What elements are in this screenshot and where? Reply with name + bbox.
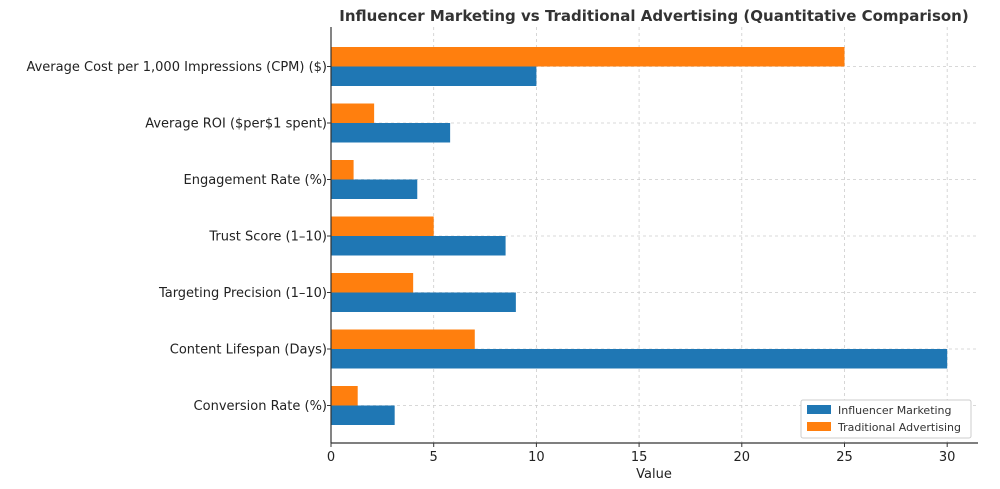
bar-traditional-1 xyxy=(331,103,375,123)
legend-label-influencer: Influencer Marketing xyxy=(838,404,952,417)
bar-influencer-2 xyxy=(331,179,418,199)
category-label: Engagement Rate (%) xyxy=(184,173,328,188)
x-ticks: 0 5 10 15 20 25 30 xyxy=(327,443,956,465)
bar-traditional-0 xyxy=(331,47,845,67)
bar-influencer-6 xyxy=(331,405,395,425)
x-axis-label: Value xyxy=(636,467,672,482)
x-tick-label: 15 xyxy=(631,450,648,465)
bar-influencer-0 xyxy=(331,66,537,86)
chart-title: Influencer Marketing vs Traditional Adve… xyxy=(339,7,968,25)
bar-influencer-4 xyxy=(331,292,516,312)
legend-swatch-traditional xyxy=(807,422,831,431)
legend-box xyxy=(800,399,972,439)
legend: Influencer Marketing Traditional Adverti… xyxy=(800,399,972,439)
bar-traditional-3 xyxy=(331,216,434,236)
x-tick-label: 30 xyxy=(939,450,956,465)
x-tick-label: 20 xyxy=(734,450,751,465)
bar-traditional-5 xyxy=(331,329,475,349)
bar-influencer-5 xyxy=(331,349,948,369)
bar-influencer-1 xyxy=(331,123,451,143)
category-label: Content Lifespan (Days) xyxy=(170,343,327,358)
bar-traditional-6 xyxy=(331,386,358,406)
axes xyxy=(330,27,978,444)
category-label: Trust Score (1–10) xyxy=(208,230,327,245)
bar-traditional-2 xyxy=(331,160,354,180)
category-label: Average ROI ($per$1 spent) xyxy=(145,117,327,132)
bar-traditional-4 xyxy=(331,273,414,293)
x-tick-label: 10 xyxy=(528,450,545,465)
category-labels: Average Cost per 1,000 Impressions (CPM)… xyxy=(26,60,331,414)
legend-swatch-influencer xyxy=(807,405,831,414)
x-tick-label: 0 xyxy=(327,450,335,465)
x-tick-label: 25 xyxy=(836,450,853,465)
category-label: Average Cost per 1,000 Impressions (CPM)… xyxy=(26,60,327,75)
x-tick-label: 5 xyxy=(430,450,438,465)
legend-label-traditional: Traditional Advertising xyxy=(837,421,961,434)
category-label: Conversion Rate (%) xyxy=(194,399,327,414)
category-label: Targeting Precision (1–10) xyxy=(158,286,327,301)
bars xyxy=(331,47,948,425)
bar-influencer-3 xyxy=(331,236,506,256)
